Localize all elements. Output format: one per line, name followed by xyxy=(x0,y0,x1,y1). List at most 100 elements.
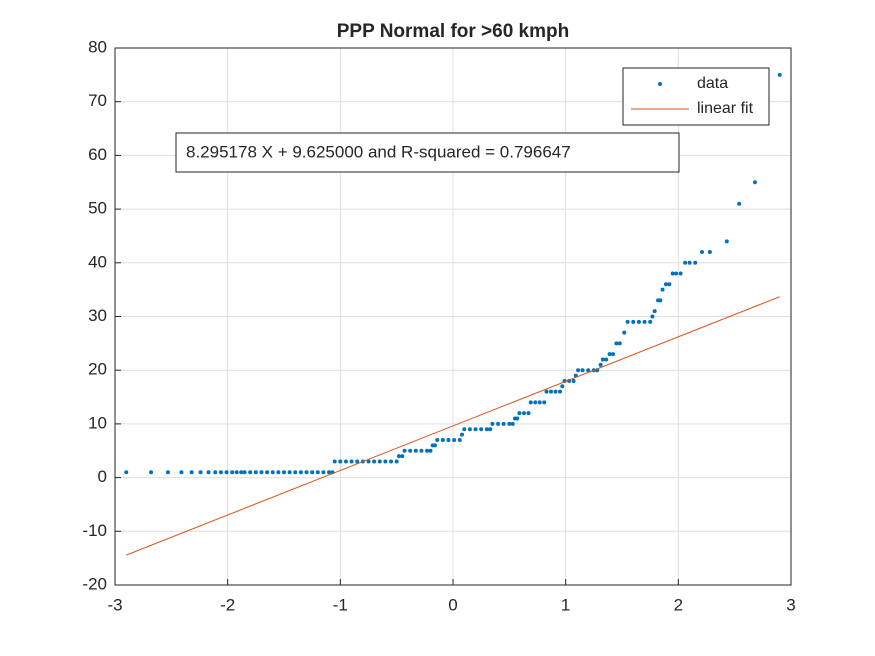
data-point xyxy=(610,352,615,357)
data-point xyxy=(402,448,407,453)
data-point xyxy=(515,416,520,421)
data-point xyxy=(699,250,704,255)
data-point xyxy=(724,239,729,244)
data-point xyxy=(663,282,668,287)
x-tick-label: 2 xyxy=(674,595,683,614)
data-point xyxy=(230,470,235,475)
data-point xyxy=(614,341,619,346)
data-point xyxy=(544,389,549,394)
data-point xyxy=(537,400,542,405)
data-point xyxy=(517,411,522,416)
data-point xyxy=(670,271,675,276)
legend-swatch xyxy=(658,82,662,86)
data-point xyxy=(648,319,653,324)
data-point xyxy=(560,384,565,389)
data-point xyxy=(446,438,451,443)
data-point xyxy=(428,448,433,453)
data-point xyxy=(413,448,418,453)
data-point xyxy=(343,459,348,464)
data-point xyxy=(586,368,591,373)
data-point xyxy=(625,319,630,324)
data-point xyxy=(253,470,258,475)
data-point xyxy=(598,362,603,367)
legend-label: data xyxy=(697,75,728,92)
data-point xyxy=(265,470,270,475)
data-point xyxy=(571,378,576,383)
data-point xyxy=(580,368,585,373)
data-point xyxy=(617,341,622,346)
data-point xyxy=(600,357,605,362)
data-point xyxy=(198,470,203,475)
data-point xyxy=(383,459,388,464)
data-point xyxy=(488,427,493,432)
data-point xyxy=(777,72,782,77)
data-point xyxy=(124,470,129,475)
data-point xyxy=(752,180,757,185)
data-point xyxy=(321,470,326,475)
data-point xyxy=(622,330,627,335)
data-point xyxy=(213,470,218,475)
data-point xyxy=(473,427,478,432)
data-point xyxy=(607,352,612,357)
data-point xyxy=(389,459,394,464)
y-tick-label: 10 xyxy=(88,413,107,432)
data-point xyxy=(496,421,501,426)
x-tick-label: 0 xyxy=(448,595,457,614)
data-point xyxy=(440,438,445,443)
data-point xyxy=(372,459,377,464)
data-point xyxy=(636,319,641,324)
data-point xyxy=(558,389,563,394)
data-point xyxy=(206,470,211,475)
data-point xyxy=(484,427,489,432)
data-point xyxy=(224,470,229,475)
data-point xyxy=(674,271,679,276)
legend-label: linear fit xyxy=(697,100,754,117)
data-point xyxy=(304,470,309,475)
data-point xyxy=(678,271,683,276)
data-point xyxy=(270,470,275,475)
data-point xyxy=(658,298,663,303)
data-point xyxy=(377,459,382,464)
data-point xyxy=(298,470,303,475)
fit-line xyxy=(126,296,780,556)
chart-title: PPP Normal for >60 kmph xyxy=(337,21,569,42)
data-point xyxy=(462,427,467,432)
data-point xyxy=(408,448,413,453)
legend-box xyxy=(622,67,770,126)
data-point xyxy=(234,470,239,475)
data-point xyxy=(526,411,531,416)
data-point xyxy=(542,400,547,405)
data-point xyxy=(642,319,647,324)
data-point xyxy=(338,459,343,464)
data-point xyxy=(631,319,636,324)
y-tick-label: 70 xyxy=(88,91,107,110)
x-tick-label: -3 xyxy=(107,595,122,614)
data-point xyxy=(276,470,281,475)
marks xyxy=(124,72,782,556)
y-tick-label: 30 xyxy=(88,306,107,325)
x-tick-label: 1 xyxy=(561,595,570,614)
data-point xyxy=(457,438,462,443)
annotation-box xyxy=(175,132,680,173)
data-point xyxy=(460,432,465,437)
data-point xyxy=(576,368,581,373)
data-point xyxy=(293,470,298,475)
legend: data linear fit xyxy=(622,67,770,126)
data-point xyxy=(432,443,437,448)
data-point xyxy=(652,309,657,314)
data-point xyxy=(239,470,244,475)
y-tick-label: 50 xyxy=(88,199,107,218)
data-point xyxy=(467,427,472,432)
data-point xyxy=(287,470,292,475)
data-point xyxy=(366,459,371,464)
data-point xyxy=(479,427,484,432)
data-point xyxy=(242,470,247,475)
data-point xyxy=(667,282,672,287)
data-point xyxy=(707,250,712,255)
data-point xyxy=(660,287,665,292)
annotation: 8.295178 X + 9.625000 and R-squared = 0.… xyxy=(186,142,571,161)
data-point xyxy=(315,470,320,475)
data-point xyxy=(533,400,538,405)
y-tick-label: -20 xyxy=(82,574,107,593)
